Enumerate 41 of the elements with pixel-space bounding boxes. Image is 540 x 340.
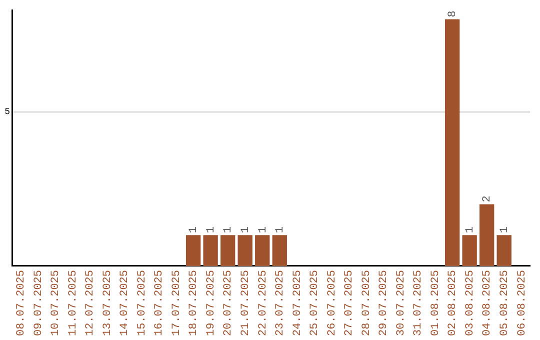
- x-tick-label: 09.07.2025: [32, 270, 45, 336]
- x-tick-label: 24.07.2025: [292, 270, 304, 336]
- data-label: 1: [240, 226, 252, 234]
- x-tick-label: 02.08.2025: [447, 270, 460, 336]
- x-tick-label: 28.07.2025: [360, 270, 373, 336]
- x-tick-label: 20.07.2025: [222, 270, 235, 336]
- x-tick-label: 06.08.2025: [516, 270, 528, 336]
- x-tick-label: 23.07.2025: [274, 270, 287, 336]
- data-label: 1: [257, 226, 270, 234]
- y-tick-label: 5: [4, 107, 10, 118]
- data-label: 8: [447, 10, 460, 18]
- x-tick-label: 31.07.2025: [412, 270, 425, 336]
- x-tick-label: 16.07.2025: [154, 270, 166, 336]
- data-label: 1: [464, 226, 476, 234]
- x-tick-label: 13.07.2025: [102, 270, 114, 336]
- x-tick-label: 05.08.2025: [499, 270, 512, 336]
- x-tick-label: 21.07.2025: [240, 270, 252, 336]
- x-tick-label: 26.07.2025: [326, 270, 338, 336]
- x-tick-label: 25.07.2025: [309, 270, 322, 336]
- x-tick-label: 29.07.2025: [378, 270, 390, 336]
- data-label: 1: [499, 226, 512, 234]
- x-tick-label: 03.08.2025: [464, 270, 476, 336]
- x-tick-label: 01.08.2025: [430, 270, 442, 336]
- x-tick-label: 15.07.2025: [136, 270, 148, 336]
- x-tick-label: 08.07.2025: [16, 270, 28, 336]
- x-tick-label: 18.07.2025: [188, 270, 200, 336]
- x-tick-label: 04.08.2025: [482, 270, 494, 336]
- x-tick-label: 12.07.2025: [84, 270, 97, 336]
- x-tick-label: 27.07.2025: [344, 270, 356, 336]
- x-tick-label: 14.07.2025: [119, 270, 132, 336]
- x-tick-label: 10.07.2025: [50, 270, 62, 336]
- data-label: 1: [222, 226, 235, 234]
- data-label: 1: [188, 226, 200, 234]
- x-tick-label: 17.07.2025: [170, 270, 183, 336]
- x-tick-label: 22.07.2025: [257, 270, 270, 336]
- data-label: 2: [482, 196, 494, 202]
- data-label: 1: [205, 226, 218, 234]
- data-label: 1: [274, 226, 287, 234]
- x-tick-label: 19.07.2025: [205, 270, 218, 336]
- x-tick-label: 11.07.2025: [67, 270, 80, 336]
- x-tick-label: 30.07.2025: [395, 270, 408, 336]
